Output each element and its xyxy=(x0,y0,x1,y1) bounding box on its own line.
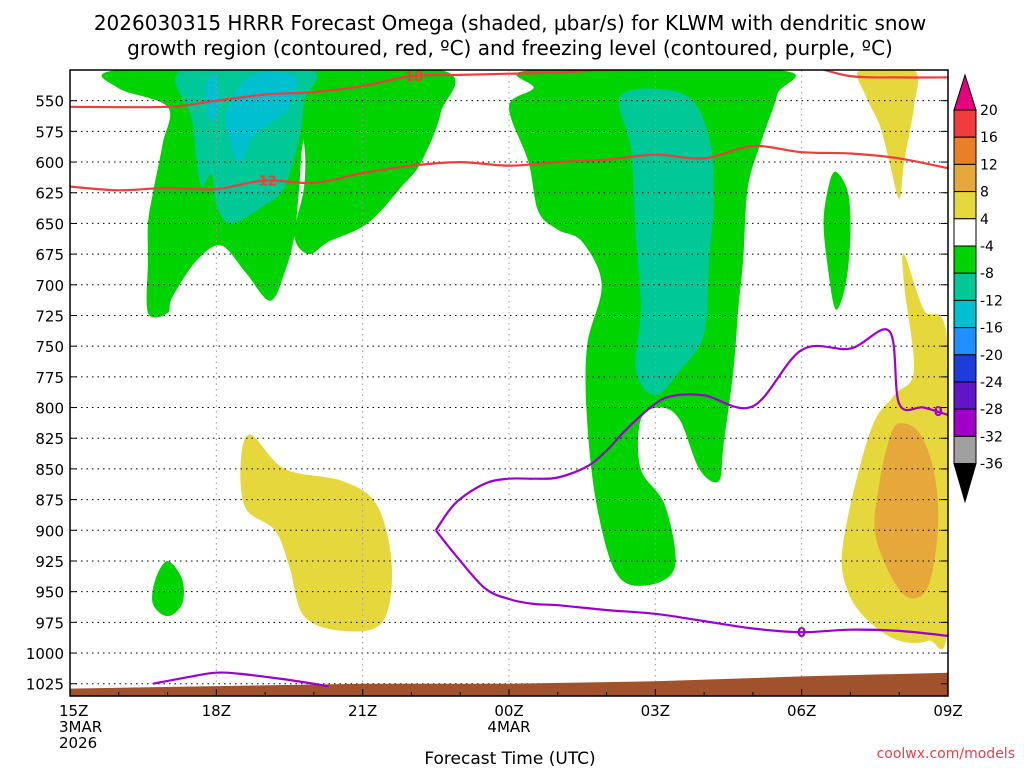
omega-region-3 xyxy=(823,171,851,310)
y-tick-label: 575 xyxy=(35,123,64,141)
x-tick-label: 00Z xyxy=(494,702,523,720)
y-tick-label: 1000 xyxy=(26,645,64,663)
red-contour-label: -12 xyxy=(253,174,277,189)
y-axis: 550 575 600 625 650 675 700 725 750 775 800 825 850 8… xyxy=(26,93,948,694)
y-tick-label: 850 xyxy=(35,461,64,479)
y-tick-label: 625 xyxy=(35,185,64,203)
colorbar-segment xyxy=(953,109,977,138)
red-contour-label: -18 xyxy=(400,70,424,85)
terrain xyxy=(70,672,948,696)
colorbar-label: 20 xyxy=(980,103,998,119)
x-tick-label: 09Z xyxy=(933,702,962,720)
colorbar-segment xyxy=(953,381,977,410)
colorbar-segment xyxy=(953,136,977,165)
colorbar-label: 8 xyxy=(980,185,989,201)
purple-contour-1 xyxy=(434,529,948,637)
x-tick-label: 15Z xyxy=(59,702,88,720)
colorbar-segment xyxy=(953,327,977,356)
x-tick-label: 18Z xyxy=(202,702,231,720)
contours xyxy=(70,70,948,688)
y-tick-label: 975 xyxy=(35,614,64,632)
colorbar-label: 16 xyxy=(980,130,998,146)
colorbar-label: 12 xyxy=(980,157,998,173)
x-axis-label: Forecast Time (UTC) xyxy=(424,749,595,768)
y-tick-label: 950 xyxy=(35,584,64,602)
colorbar-label: -8 xyxy=(980,266,994,282)
colorbar-segment xyxy=(953,408,977,437)
y-tick-label: 700 xyxy=(35,277,64,295)
colorbar-label: -16 xyxy=(980,321,1003,337)
x-tick-label: 3MAR xyxy=(59,718,102,736)
y-tick-label: 825 xyxy=(35,430,64,448)
colorbar-segment xyxy=(953,245,977,274)
omega-region-4 xyxy=(152,561,184,617)
x-tick-label: 2026 xyxy=(59,734,97,752)
y-tick-label: 775 xyxy=(35,369,64,387)
y-tick-label: 600 xyxy=(35,154,64,172)
omega-region-1 xyxy=(239,70,456,255)
colorbar-label: -12 xyxy=(980,293,1003,309)
terrain-surface xyxy=(70,672,948,696)
chart-title-line2: growth region (contoured, red, ºC) and f… xyxy=(127,36,893,60)
credit-text: coolwx.com/models xyxy=(877,746,1015,762)
colorbar-label: 4 xyxy=(980,212,989,228)
x-tick-label: 21Z xyxy=(348,702,377,720)
y-tick-label: 1025 xyxy=(26,676,64,694)
colorbar-label: -32 xyxy=(980,429,1003,445)
y-tick-label: 925 xyxy=(35,553,64,571)
purple-contour-label: 0 xyxy=(934,405,943,420)
colorbar-segment xyxy=(953,435,977,465)
colorbar-segment xyxy=(953,299,977,329)
colorbar-label: -36 xyxy=(980,457,1003,473)
colorbar-segment xyxy=(953,354,977,383)
colorbar-segment xyxy=(953,163,977,193)
omega-region-10 xyxy=(857,70,919,199)
colorbar-label: -24 xyxy=(980,375,1003,391)
red-contour-1 xyxy=(70,144,948,192)
y-tick-label: 800 xyxy=(35,400,64,418)
y-tick-label: 875 xyxy=(35,492,64,510)
colorbar-label: -28 xyxy=(980,402,1003,418)
x-tick-label: 03Z xyxy=(641,702,670,720)
y-tick-label: 675 xyxy=(35,246,64,264)
x-tick-label: 4MAR xyxy=(487,718,530,736)
y-tick-label: 725 xyxy=(35,307,64,325)
purple-contour-2 xyxy=(152,671,329,688)
x-tick-label: 06Z xyxy=(787,702,816,720)
purple-contour-0 xyxy=(434,328,948,531)
colorbar-segment xyxy=(953,191,977,220)
colorbar-segment xyxy=(953,218,977,247)
y-tick-label: 650 xyxy=(35,215,64,233)
y-tick-label: 550 xyxy=(35,93,64,111)
plot-area: -18 -12 0 0 xyxy=(69,69,949,697)
omega-shading xyxy=(101,70,948,650)
purple-contour-label: 0 xyxy=(797,626,806,641)
omega-region-12 xyxy=(874,423,939,599)
red-contour-0 xyxy=(70,70,948,109)
colorbar-bottom-arrow xyxy=(953,463,977,504)
contour-labels: -18 -12 0 0 xyxy=(253,70,943,641)
chart-title-line1: 2026030315 HRRR Forecast Omega (shaded, … xyxy=(94,11,926,35)
colorbar-label: -4 xyxy=(980,239,994,255)
y-tick-label: 900 xyxy=(35,522,64,540)
y-tick-label: 750 xyxy=(35,338,64,356)
omega-region-9 xyxy=(240,434,393,632)
colorbar-segment xyxy=(953,272,977,301)
omega-region-6 xyxy=(618,88,714,396)
colorbar: 20 16 12 8 4 -4 -8 -12 -16 -20 -24 -28 -32 -36 xyxy=(953,73,1003,504)
omega-region-8 xyxy=(205,74,220,123)
colorbar-label: -20 xyxy=(980,348,1003,364)
